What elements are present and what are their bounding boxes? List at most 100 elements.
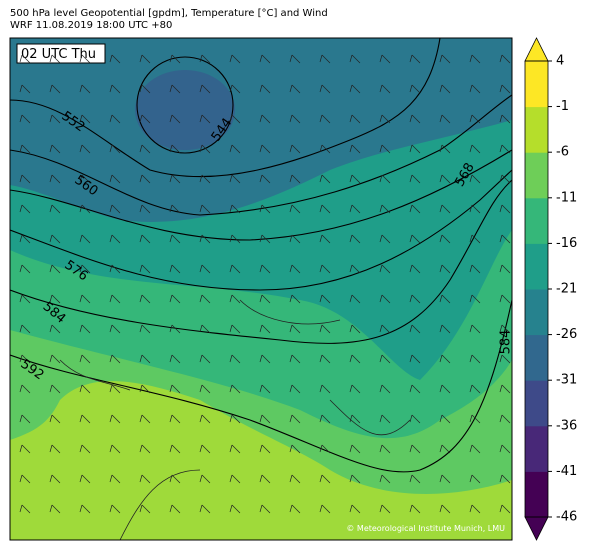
colorbar-tick-label: -11 (556, 190, 577, 205)
wind-barb (229, 414, 241, 424)
wind-barb (139, 474, 151, 484)
wind-barb (49, 384, 61, 394)
wind-barb (409, 54, 421, 64)
wind-barb (79, 294, 91, 304)
wind-barb (79, 234, 91, 244)
wind-barb (79, 204, 91, 214)
wind-barb (199, 384, 211, 394)
wind-barb (169, 174, 181, 184)
wind-barb (439, 204, 451, 214)
wind-barb (349, 294, 361, 304)
wind-barb (139, 234, 151, 244)
wind-barb (379, 54, 391, 64)
wind-barb (499, 174, 511, 184)
wind-barb (199, 174, 211, 184)
wind-barb (349, 54, 361, 64)
wind-barb (349, 204, 361, 214)
wind-barb (79, 114, 91, 124)
wind-barb (319, 54, 331, 64)
wind-barb (19, 204, 31, 214)
wind-barb (349, 264, 361, 274)
wind-barb (499, 54, 511, 64)
wind-barb (79, 444, 91, 454)
time-box (16, 43, 106, 64)
wind-barb (409, 474, 421, 484)
wind-barb (499, 204, 511, 214)
wind-barb (229, 474, 241, 484)
wind-barb (289, 54, 301, 64)
wind-barb (289, 414, 301, 424)
wind-barb (139, 324, 151, 334)
wind-barb (229, 384, 241, 394)
wind-barb (79, 324, 91, 334)
wind-barb (259, 354, 271, 364)
wind-barb (139, 444, 151, 454)
wind-barb (319, 444, 331, 454)
wind-barb (199, 144, 211, 154)
wind-barb (199, 264, 211, 274)
wind-barb (169, 504, 181, 514)
wind-barb (349, 504, 361, 514)
wind-barb (319, 204, 331, 214)
wind-barb (259, 234, 271, 244)
wind-barb (259, 474, 271, 484)
wind-barb (289, 474, 301, 484)
wind-barb (19, 174, 31, 184)
wind-barb (439, 84, 451, 94)
wind-barb (499, 504, 511, 514)
wind-barb (469, 54, 481, 64)
wind-barb (319, 294, 331, 304)
wind-barb (379, 414, 391, 424)
wind-barb (439, 294, 451, 304)
wind-barb (19, 324, 31, 334)
credit: © Meteorological Institute Munich, LMU (346, 524, 505, 533)
wind-barb (319, 234, 331, 244)
wind-barb (79, 474, 91, 484)
wind-barb (499, 474, 511, 484)
wind-barb (109, 504, 121, 514)
wind-barb (79, 504, 91, 514)
wind-barb (379, 144, 391, 154)
wind-barb (319, 144, 331, 154)
wind-barb (289, 84, 301, 94)
wind-barb (169, 324, 181, 334)
wind-barb (289, 504, 301, 514)
wind-barb (409, 174, 421, 184)
wind-barb (439, 114, 451, 124)
wind-barb (169, 414, 181, 424)
wind-barb (79, 354, 91, 364)
wind-barb (229, 294, 241, 304)
wind-barb (439, 474, 451, 484)
wind-barb (469, 294, 481, 304)
colorbar-tick-label: -41 (556, 464, 577, 479)
wind-barb (319, 264, 331, 274)
wind-barb (19, 54, 31, 64)
wind-barb (169, 294, 181, 304)
wind-barb (229, 114, 241, 124)
colorbar-segment (525, 243, 548, 290)
wind-barb (379, 264, 391, 274)
wind-barb (439, 54, 451, 64)
wind-barb (139, 54, 151, 64)
wind-barb (439, 354, 451, 364)
colorbar-tick-label: -1 (556, 99, 569, 114)
wind-barb (409, 144, 421, 154)
wind-barb (379, 474, 391, 484)
wind-barb (199, 444, 211, 454)
wind-barb (49, 444, 61, 454)
wind-barb (199, 234, 211, 244)
wind-barb (289, 174, 301, 184)
wind-barb (259, 264, 271, 274)
wind-barb (289, 444, 301, 454)
wind-barb (199, 294, 211, 304)
wind-barb (349, 384, 361, 394)
wind-barb (319, 174, 331, 184)
wind-barb (409, 354, 421, 364)
colorbar-tick-label: -46 (556, 510, 577, 525)
wind-barb (319, 474, 331, 484)
wind-barb (499, 264, 511, 274)
wind-barb (49, 84, 61, 94)
contour-label: 584 (499, 330, 514, 355)
wind-barb (349, 444, 361, 454)
wind-barb (109, 84, 121, 94)
